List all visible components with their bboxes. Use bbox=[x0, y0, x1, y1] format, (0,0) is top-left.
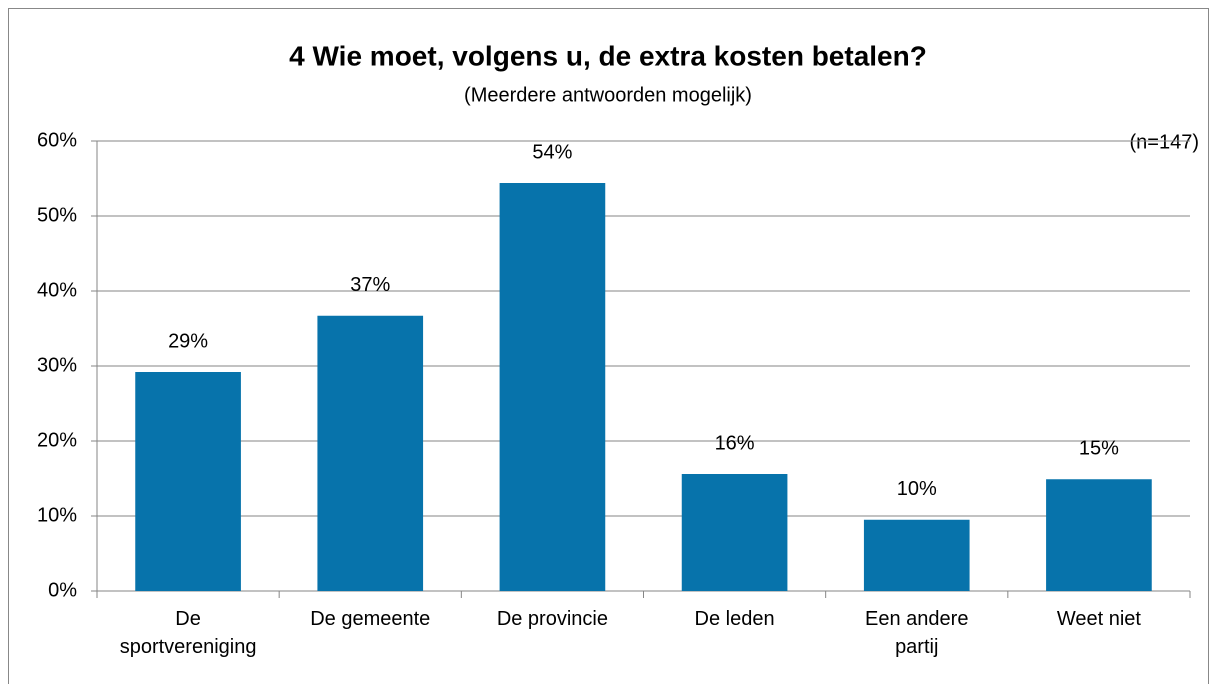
chart-subtitle: (Meerdere antwoorden mogelijk) bbox=[464, 84, 752, 106]
x-tick-label: De gemeente bbox=[310, 608, 431, 630]
y-tick-label: 60% bbox=[37, 129, 77, 151]
y-tick-label: 10% bbox=[37, 504, 77, 526]
x-tick-label: De sportvereniging bbox=[119, 608, 257, 658]
bar bbox=[1046, 479, 1152, 591]
bar bbox=[863, 519, 970, 591]
y-tick-label: 0% bbox=[48, 579, 77, 601]
bar bbox=[499, 183, 606, 591]
chart-title: 4 Wie moet, volgens u, de extra kosten b… bbox=[289, 40, 927, 71]
y-tick-label: 30% bbox=[37, 354, 77, 376]
bar bbox=[317, 315, 424, 591]
x-tick-label: Een andere partij bbox=[865, 608, 969, 658]
value-label: 29% bbox=[168, 330, 208, 352]
y-tick-label: 20% bbox=[37, 429, 77, 451]
y-tick-label: 40% bbox=[37, 279, 77, 301]
value-label: 10% bbox=[897, 478, 937, 500]
sample-size: (n=147) bbox=[1130, 131, 1200, 153]
y-tick-label: 50% bbox=[37, 204, 77, 226]
value-label: 16% bbox=[715, 432, 755, 454]
value-label: 15% bbox=[1079, 438, 1119, 460]
bar bbox=[681, 474, 788, 591]
x-tick-label: De leden bbox=[694, 608, 775, 630]
x-tick-label: De provincie bbox=[496, 608, 608, 630]
chart-border bbox=[8, 8, 1209, 684]
x-tick-label: Weet niet bbox=[1056, 608, 1141, 630]
value-label: 54% bbox=[532, 141, 572, 163]
bar bbox=[135, 372, 241, 591]
value-label: 37% bbox=[350, 274, 390, 296]
